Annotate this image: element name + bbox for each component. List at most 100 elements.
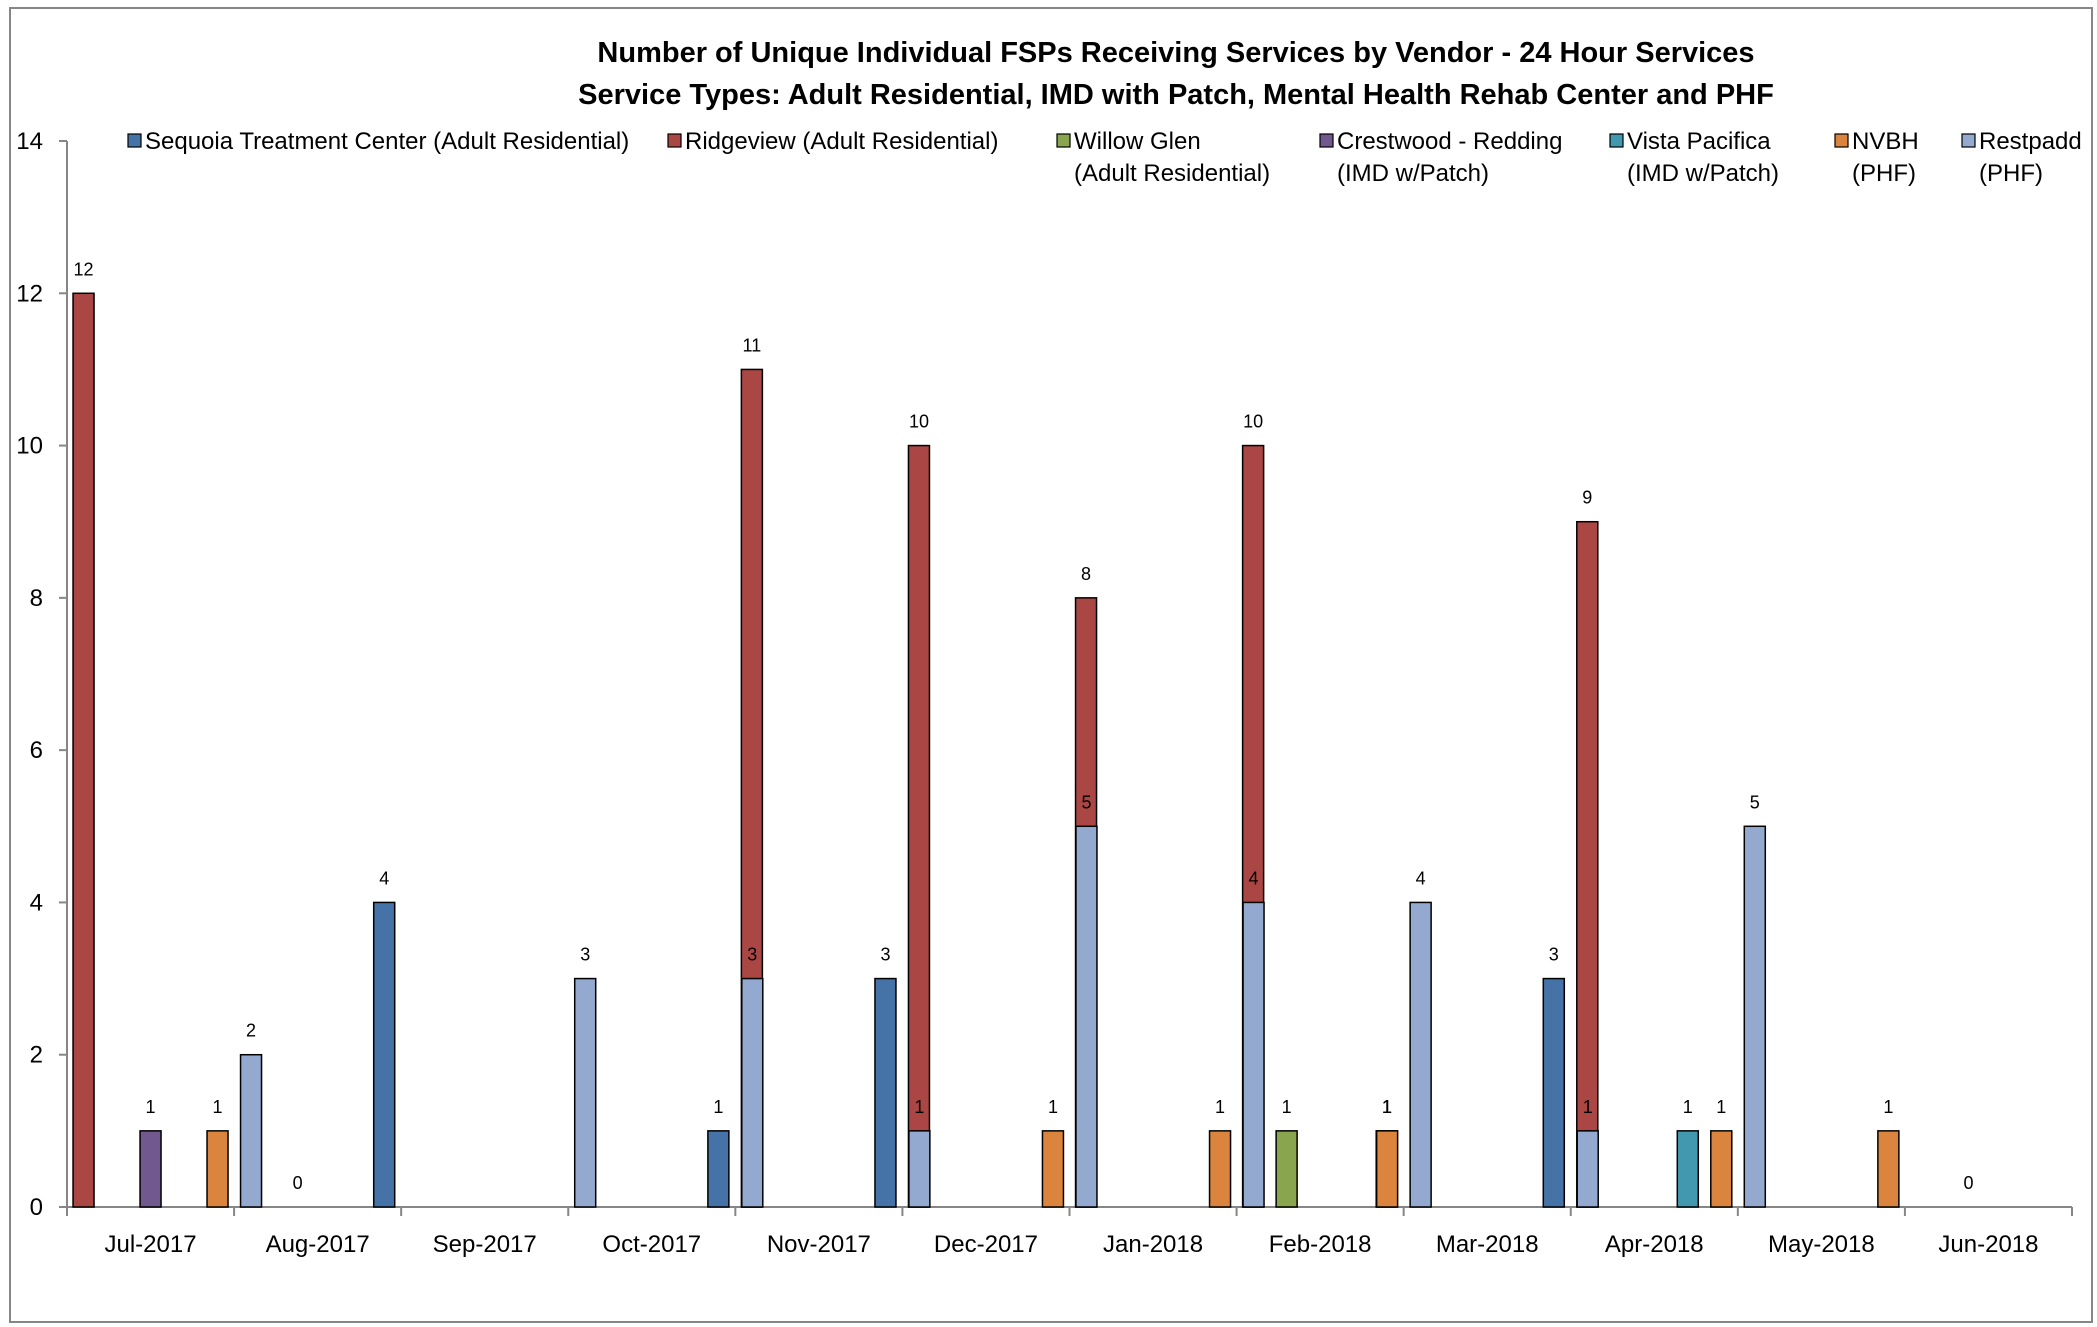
legend-label: Sequoia Treatment Center (Adult Resident… bbox=[145, 128, 629, 155]
legend-label: NVBH bbox=[1852, 128, 1919, 155]
data-label: 12 bbox=[74, 259, 94, 279]
bar bbox=[239, 1053, 263, 1208]
bar bbox=[1041, 1130, 1065, 1208]
data-label: 9 bbox=[1582, 488, 1592, 508]
chart-title: Number of Unique Individual FSPs Receivi… bbox=[597, 37, 1754, 69]
chart-subtitle: Service Types: Adult Residential, IMD wi… bbox=[578, 79, 1774, 111]
legend-item: Willow Glen (Adult Residential) bbox=[1056, 128, 1270, 187]
y-tick-label: 2 bbox=[30, 1042, 43, 1069]
legend-label: Restpadd bbox=[1979, 128, 2082, 155]
data-label: 1 bbox=[1382, 1097, 1392, 1117]
legend-item: Restpadd (PHF) bbox=[1961, 128, 2082, 187]
zero-label: 0 bbox=[1963, 1173, 1973, 1193]
legend-label: (IMD w/Patch) bbox=[1337, 160, 1489, 187]
bar bbox=[1409, 901, 1432, 1208]
y-tick-label: 10 bbox=[16, 433, 43, 460]
x-tick-label: Sep-2017 bbox=[433, 1231, 537, 1258]
x-tick-label: Mar-2018 bbox=[1436, 1231, 1539, 1258]
bar bbox=[1242, 901, 1265, 1208]
bar bbox=[908, 1130, 931, 1208]
bar bbox=[139, 1130, 162, 1208]
y-tick-label: 14 bbox=[16, 128, 43, 155]
bar bbox=[741, 977, 764, 1208]
legend-item: Sequoia Treatment Center (Adult Resident… bbox=[127, 128, 629, 155]
x-tick-label: Feb-2018 bbox=[1269, 1231, 1372, 1258]
data-label: 1 bbox=[713, 1097, 723, 1117]
data-label: 4 bbox=[379, 868, 389, 888]
y-tick-label: 12 bbox=[16, 280, 43, 307]
x-tick-label: Jul-2017 bbox=[105, 1231, 197, 1258]
data-label: 10 bbox=[1243, 412, 1263, 432]
data-label: 5 bbox=[1081, 792, 1091, 812]
bar bbox=[1275, 1130, 1298, 1208]
x-tick-label: Jan-2018 bbox=[1103, 1231, 1203, 1258]
bar bbox=[372, 901, 396, 1208]
bar bbox=[72, 292, 95, 1208]
legend-swatch bbox=[1319, 133, 1334, 148]
y-tick-label: 4 bbox=[30, 889, 43, 916]
legend-item: Ridgeview (Adult Residential) bbox=[667, 128, 998, 155]
data-label: 3 bbox=[1549, 945, 1559, 965]
zero-label: 0 bbox=[293, 1173, 303, 1193]
x-tick-label: Apr-2018 bbox=[1605, 1231, 1704, 1258]
legend-swatch bbox=[127, 133, 142, 148]
bar bbox=[874, 977, 897, 1208]
data-label: 11 bbox=[743, 335, 762, 355]
data-label: 1 bbox=[213, 1097, 223, 1117]
data-label: 1 bbox=[1048, 1097, 1058, 1117]
x-tick-label: Aug-2017 bbox=[266, 1231, 370, 1258]
data-label: 3 bbox=[880, 945, 890, 965]
legend-label: (IMD w/Patch) bbox=[1627, 160, 1779, 187]
bar bbox=[707, 1130, 730, 1208]
data-label: 4 bbox=[1416, 868, 1426, 888]
data-label: 1 bbox=[146, 1097, 156, 1117]
bar bbox=[1375, 1130, 1399, 1208]
y-tick-label: 0 bbox=[30, 1194, 43, 1221]
data-label: 4 bbox=[1249, 868, 1259, 888]
legend-swatch bbox=[1961, 133, 1976, 148]
bar bbox=[1743, 825, 1767, 1208]
data-label: 1 bbox=[1583, 1097, 1593, 1117]
data-label: 1 bbox=[1883, 1097, 1893, 1117]
legend-label: (PHF) bbox=[1852, 160, 1916, 187]
bar bbox=[206, 1130, 229, 1208]
data-label: 2 bbox=[246, 1021, 256, 1041]
data-label: 3 bbox=[747, 945, 757, 965]
legend-swatch bbox=[1056, 133, 1071, 148]
x-tick-label: Nov-2017 bbox=[767, 1231, 871, 1258]
data-label: 8 bbox=[1081, 564, 1091, 584]
legend-item: Vista Pacifica (IMD w/Patch) bbox=[1609, 128, 1779, 187]
legend-label: (PHF) bbox=[1979, 160, 2043, 187]
legend-label: Willow Glen bbox=[1074, 128, 1201, 155]
legend-label: (Adult Residential) bbox=[1074, 160, 1270, 187]
bar bbox=[1710, 1130, 1733, 1208]
legend-item: NVBH (PHF) bbox=[1834, 128, 1919, 187]
data-label: 1 bbox=[1215, 1097, 1225, 1117]
data-label: 1 bbox=[914, 1097, 924, 1117]
legend-label: Ridgeview (Adult Residential) bbox=[685, 128, 998, 155]
legend-swatch bbox=[1609, 133, 1624, 148]
x-tick-label: May-2018 bbox=[1768, 1231, 1875, 1258]
data-label: 5 bbox=[1750, 792, 1760, 812]
x-tick-label: Dec-2017 bbox=[934, 1231, 1038, 1258]
data-label: 1 bbox=[1282, 1097, 1292, 1117]
bar bbox=[1208, 1130, 1232, 1208]
chart-border bbox=[9, 7, 2093, 1323]
bar bbox=[907, 444, 931, 1208]
legend-swatch bbox=[667, 133, 682, 148]
data-label: 10 bbox=[909, 412, 929, 432]
bar bbox=[1676, 1130, 1700, 1208]
legend-item: Crestwood - Redding (IMD w/Patch) bbox=[1319, 128, 1562, 187]
x-tick-label: Jun-2018 bbox=[1938, 1231, 2038, 1258]
legend-label: Vista Pacifica bbox=[1627, 128, 1771, 155]
bar bbox=[573, 977, 597, 1208]
data-label: 3 bbox=[580, 945, 590, 965]
bar bbox=[1877, 1130, 1900, 1208]
data-label: 1 bbox=[1382, 1097, 1392, 1117]
data-label: 1 bbox=[1716, 1097, 1726, 1117]
legend-label: Crestwood - Redding bbox=[1337, 128, 1562, 155]
y-tick-label: 8 bbox=[30, 585, 43, 612]
y-tick-label: 6 bbox=[30, 737, 43, 764]
